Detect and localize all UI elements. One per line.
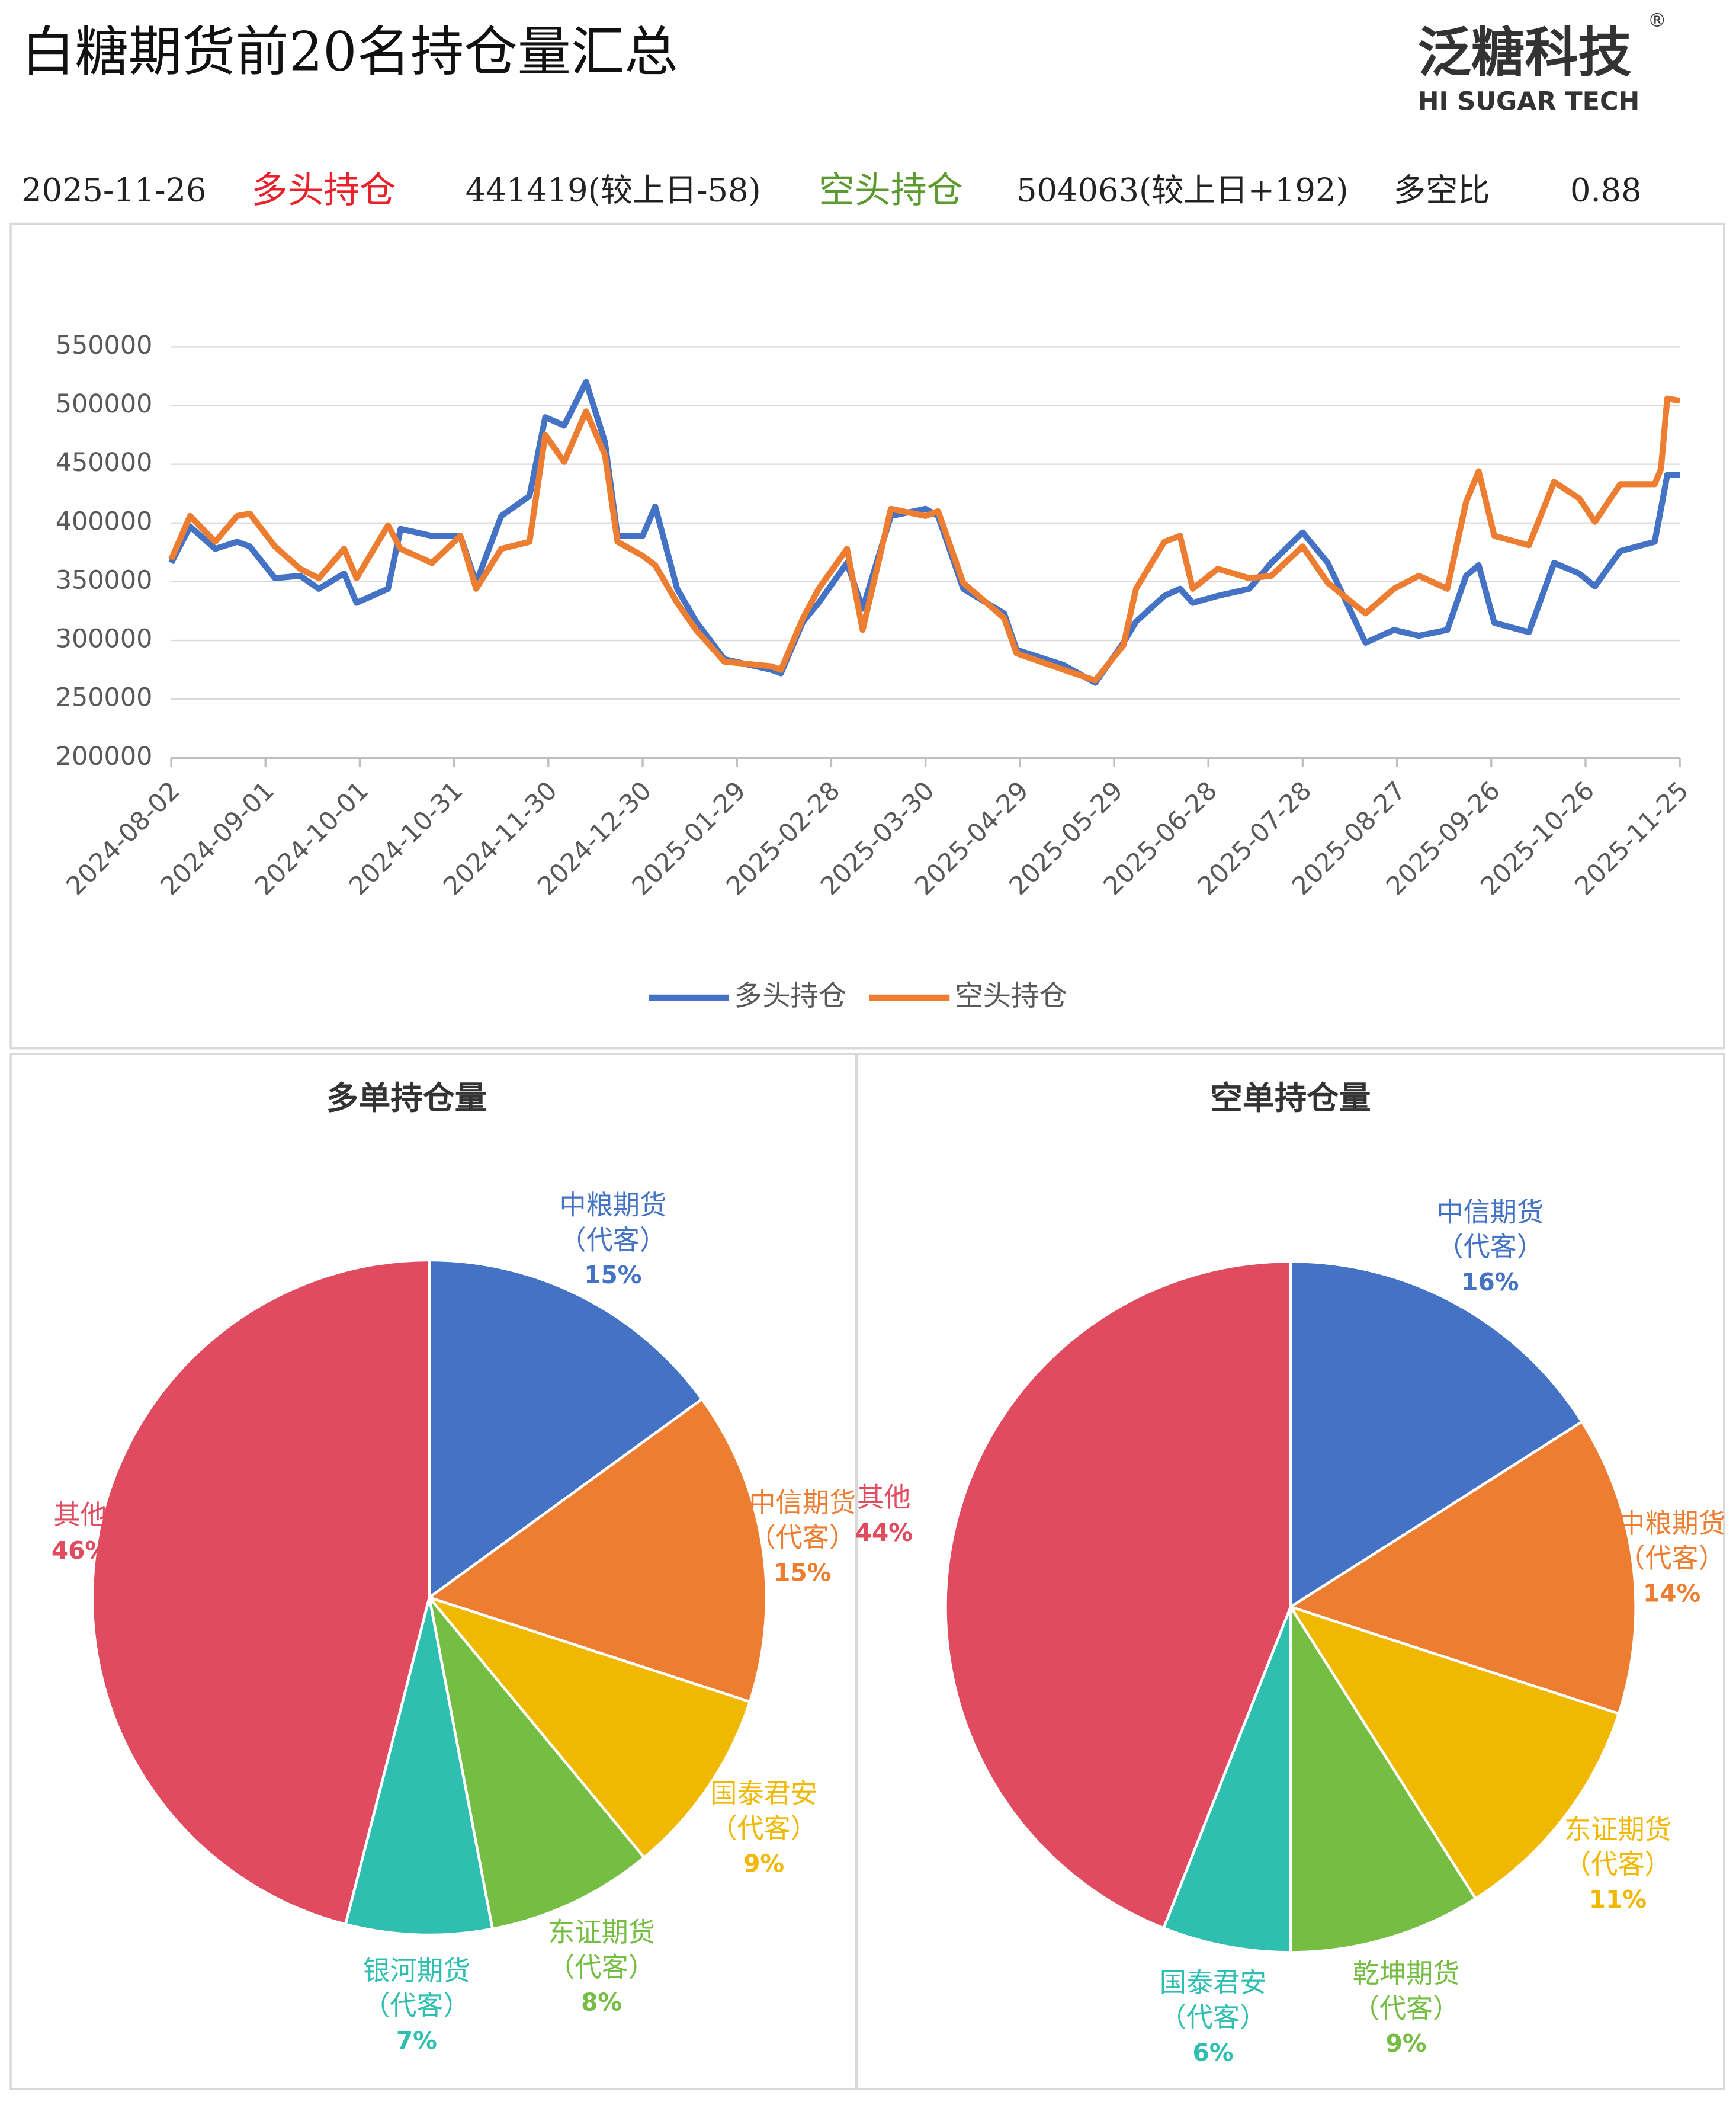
slice-label: 中信期货（代客）: [1437, 1196, 1544, 1263]
slice-value-label: 16%: [1461, 1268, 1519, 1296]
slice-label: 国泰君安（代客）: [1160, 1966, 1267, 2033]
pie-slice: [428, 1258, 704, 1600]
line-series: [168, 395, 1681, 684]
logo-mark: ®: [1648, 10, 1667, 31]
y-tick-label: 450000: [56, 448, 153, 478]
y-tick-label: 300000: [56, 624, 153, 654]
line-panel: [9, 222, 1725, 1050]
ratio-value: 0.88: [1570, 171, 1642, 209]
pie-slice: [344, 1597, 495, 1937]
slice-label: 乾坤期货（代客）: [1353, 1957, 1460, 2024]
long-value: 441419(较上日-58): [466, 171, 761, 209]
pie-slice: [1289, 1260, 1584, 1610]
slice-value-label: 8%: [581, 1988, 622, 2017]
slice-label: 国泰君安（代客）: [710, 1777, 817, 1844]
y-tick-label: 400000: [56, 507, 153, 536]
pie-slice: [1287, 1604, 1621, 1901]
logo-subtitle: HI SUGAR TECH: [1418, 87, 1640, 117]
slice-value-label: 9%: [743, 1849, 784, 1877]
slice-value-label: 11%: [1589, 1885, 1647, 1914]
long-label: 多头持仓: [252, 169, 396, 212]
logo: 泛糖科技: [1418, 22, 1632, 84]
slice-value-label: 15%: [774, 1558, 831, 1587]
y-tick-label: 250000: [56, 683, 153, 713]
slice-label: 银河期货（代客）: [363, 1954, 470, 2021]
pie-slice: [944, 1260, 1292, 1930]
page-title: 白糖期货前20名持仓量汇总: [21, 21, 678, 83]
pie-title: 多单持仓量: [326, 1079, 487, 1117]
y-tick-label: 200000: [56, 742, 153, 771]
slice-value-label: 15%: [584, 1261, 641, 1289]
slice-label: 其他: [857, 1482, 910, 1513]
slice-value-label: 7%: [396, 2026, 437, 2055]
slice-value-label: 9%: [1386, 2029, 1427, 2058]
slice-value-label: 44%: [855, 1518, 913, 1547]
pie-slice: [1161, 1606, 1292, 1954]
slice-value-label: 6%: [1193, 2038, 1234, 2066]
pie-slice: [1287, 1420, 1637, 1716]
legend-label: 空头持仓: [955, 980, 1067, 1012]
pie-title: 空单持仓量: [1211, 1079, 1371, 1117]
pie-slice: [425, 1594, 752, 1860]
y-tick-label: 350000: [56, 565, 153, 595]
short-label: 空头持仓: [819, 169, 963, 212]
short-value: 504063(较上日+192): [1016, 171, 1348, 209]
y-tick-label: 550000: [56, 331, 153, 360]
slice-label: 东证期货（代客）: [548, 1917, 655, 1983]
slice-label: 其他: [53, 1499, 107, 1531]
y-tick-label: 500000: [56, 389, 153, 419]
slice-label: 中粮期货（代客）: [1618, 1507, 1725, 1574]
pie-panel: [9, 1053, 857, 2090]
pie-slice: [1289, 1602, 1478, 1954]
stat-date: 2025-11-26: [21, 171, 206, 209]
slice-label: 中信期货（代客）: [749, 1486, 856, 1553]
slice-value-label: 14%: [1643, 1579, 1700, 1607]
slice-label: 中粮期货（代客）: [560, 1189, 667, 1255]
pie-slice: [91, 1258, 431, 1926]
slice-value-label: 46%: [52, 1536, 109, 1565]
legend-label: 多头持仓: [734, 980, 847, 1012]
pie-slice: [428, 1596, 646, 1931]
slice-label: 东证期货（代客）: [1564, 1813, 1671, 1880]
ratio-label: 多空比: [1394, 171, 1490, 209]
pie-slice: [426, 1397, 768, 1704]
pie-panel: [856, 1053, 1725, 2090]
